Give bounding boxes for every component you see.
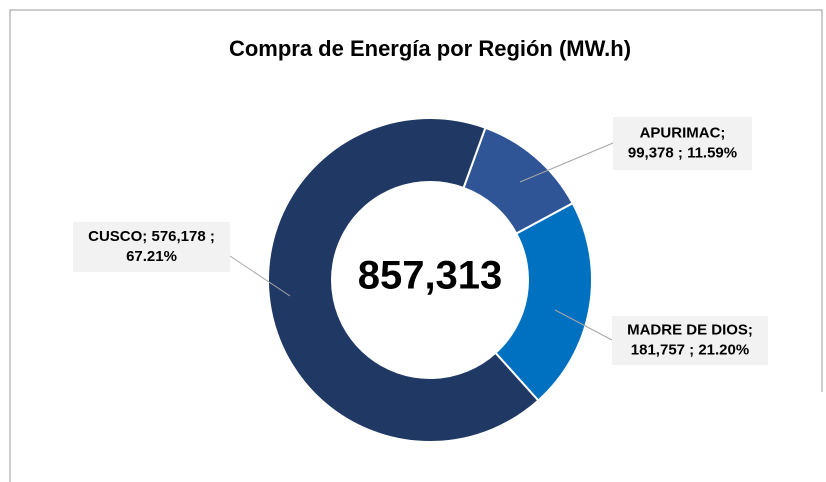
data-label: 99,378 ; 11.59% [628,144,737,161]
label-box [73,222,230,272]
data-label: CUSCO; 576,178 ; [88,228,215,245]
data-label: 67.21% [126,248,177,265]
leader-line [519,142,614,183]
leader-line [229,255,291,297]
data-label: APURIMAC; [640,124,726,141]
center-label: 857,313 [358,254,503,298]
slice [494,201,593,402]
chart-title: Compra de Energía por Región (MW.h) [229,36,631,61]
data-label: 181,757 ; 21.20% [631,341,749,358]
frame [9,9,823,482]
label-box [613,117,752,170]
slice [267,117,540,443]
label-box [612,316,768,365]
data-label: MADRE DE DIOS; [627,321,753,338]
leader-line [554,309,613,341]
